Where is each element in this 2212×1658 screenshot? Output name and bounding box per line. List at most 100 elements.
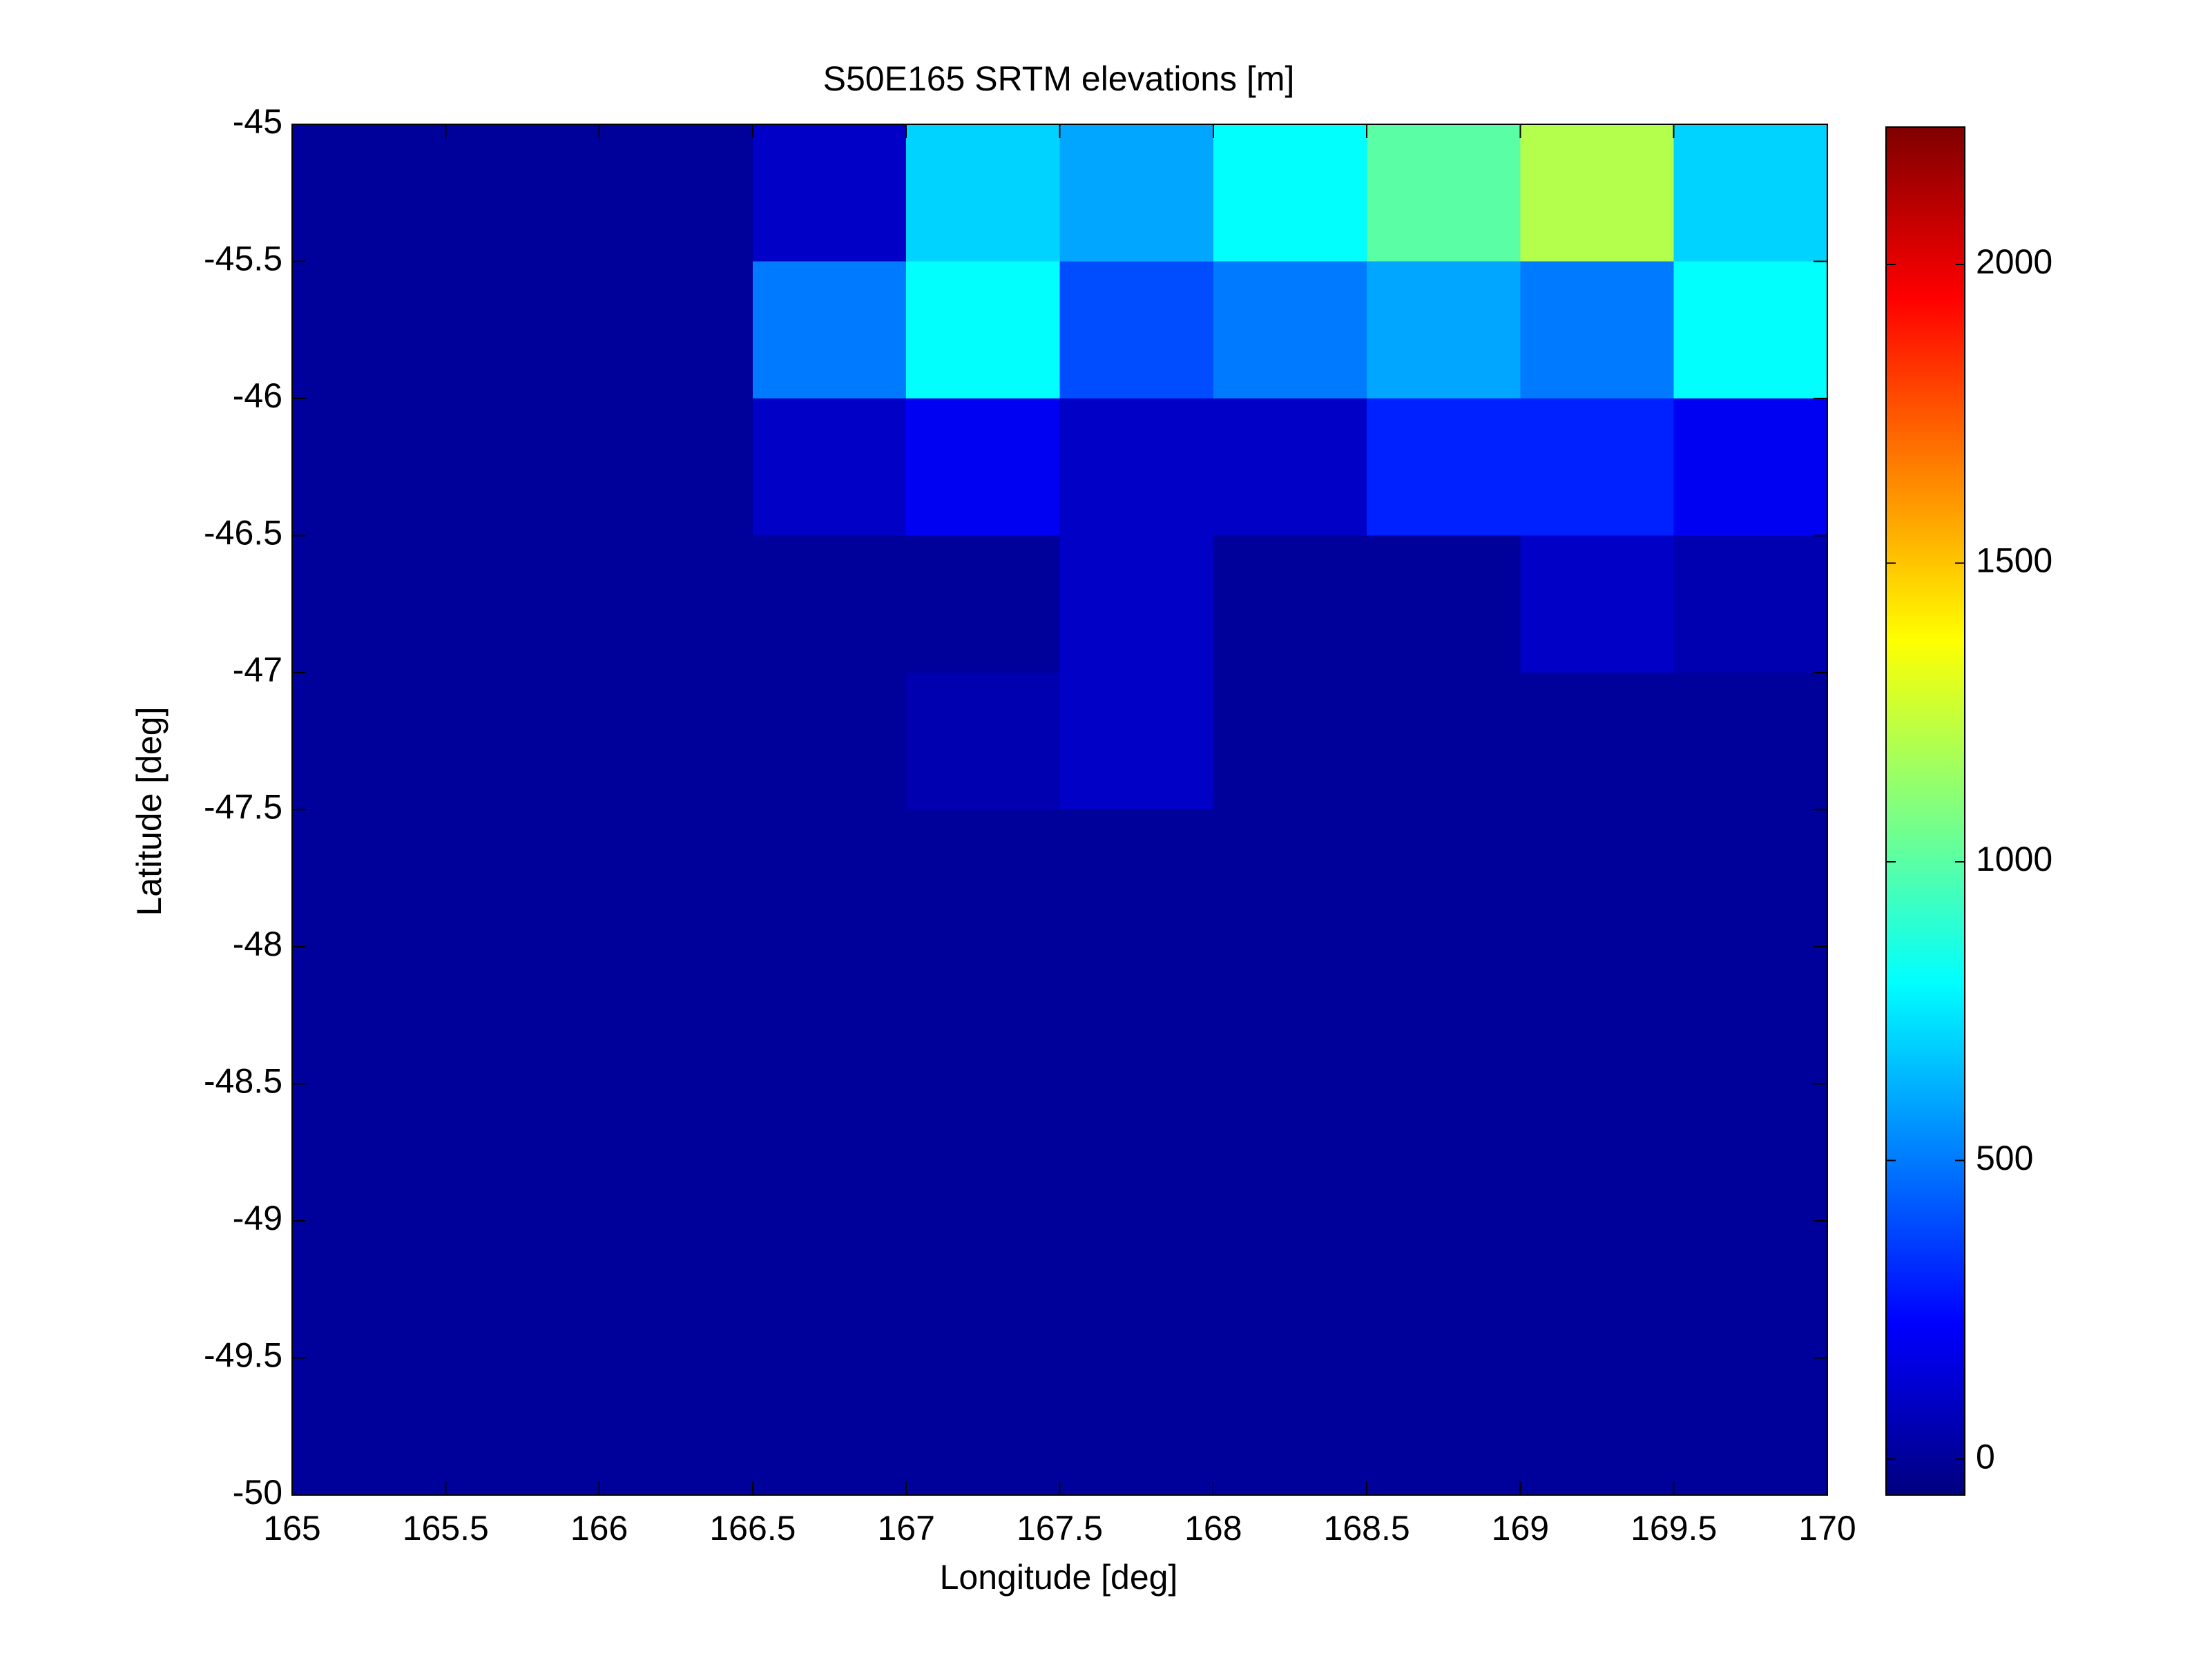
heatmap-cell <box>752 124 907 262</box>
heatmap-cell <box>906 535 1060 673</box>
heatmap-cell <box>292 809 446 947</box>
heatmap-cell <box>1520 1083 1675 1222</box>
heatmap-cell <box>1059 947 1214 1084</box>
heatmap-cell <box>752 947 907 1084</box>
heatmap-cell <box>292 398 446 536</box>
heatmap-cell <box>1520 1358 1675 1496</box>
heatmap-cell <box>445 535 600 673</box>
heatmap-cell <box>599 535 753 673</box>
heatmap-cell <box>1059 1358 1214 1496</box>
heatmap-cell <box>1367 809 1521 947</box>
heatmap-cell <box>1367 673 1521 810</box>
y-tick-label: -46 <box>233 376 282 415</box>
x-tick-label: 165.5 <box>403 1509 489 1548</box>
heatmap-cell <box>906 398 1060 536</box>
heatmap-cell <box>1673 1358 1828 1496</box>
heatmap-cell <box>599 398 753 536</box>
heatmap-cell <box>1367 1083 1521 1222</box>
y-tick-label: -48 <box>233 925 282 963</box>
heatmap-cell <box>1673 124 1828 262</box>
heatmap-cell <box>1673 261 1828 399</box>
heatmap-cell <box>292 1083 446 1222</box>
chart-title: S50E165 SRTM elevations [m] <box>823 59 1295 98</box>
y-tick-label: -47.5 <box>204 788 282 827</box>
heatmap-cell <box>599 1221 753 1358</box>
heatmap-cell <box>445 1221 600 1358</box>
heatmap-cell <box>445 1083 600 1222</box>
heatmap-cell <box>1673 673 1828 810</box>
heatmap-cell <box>1213 535 1367 673</box>
x-tick-label: 167.5 <box>1017 1509 1103 1548</box>
heatmap-cell <box>906 1083 1060 1222</box>
heatmap-cell <box>1213 1083 1367 1222</box>
heatmap-cell <box>906 809 1060 947</box>
heatmap-cell <box>906 673 1060 810</box>
colorbar-tick-label: 1000 <box>1976 840 2052 878</box>
heatmap-cell <box>752 1358 907 1496</box>
heatmap-cell <box>1673 1221 1828 1358</box>
x-tick-label: 168.5 <box>1324 1509 1410 1548</box>
heatmap-cell <box>1213 261 1367 399</box>
heatmap-cell <box>1213 1221 1367 1358</box>
heatmap-cell <box>445 673 600 810</box>
heatmap-cell <box>292 1221 446 1358</box>
heatmap-cell <box>1367 535 1521 673</box>
heatmap-cell <box>1367 124 1521 262</box>
heatmap-cell <box>1673 1083 1828 1222</box>
x-tick-label: 167 <box>877 1509 934 1548</box>
heatmap-cell <box>292 124 446 262</box>
heatmap-cell <box>752 535 907 673</box>
heatmap-cell <box>1213 124 1367 262</box>
y-tick-label: -49 <box>233 1199 282 1237</box>
heatmap-cell <box>1059 1083 1214 1222</box>
y-tick-label: -50 <box>233 1473 282 1512</box>
heatmap-cell <box>1673 535 1828 673</box>
heatmap-cell <box>1520 261 1675 399</box>
heatmap-cell <box>1059 673 1214 810</box>
heatmap-cell <box>445 398 600 536</box>
heatmap-cell <box>1520 947 1675 1084</box>
heatmap-cell <box>1520 124 1675 262</box>
heatmap-cell <box>1213 947 1367 1084</box>
y-tick-label: -49.5 <box>204 1336 282 1375</box>
heatmap-cell <box>1673 809 1828 947</box>
x-tick-label: 165 <box>263 1509 320 1548</box>
heatmap-cell <box>599 673 753 810</box>
heatmap-cell <box>445 124 600 262</box>
heatmap-cell <box>906 1221 1060 1358</box>
heatmap-cell <box>752 1083 907 1222</box>
heatmap-cell <box>752 1221 907 1358</box>
heatmap-cell <box>599 1083 753 1222</box>
y-axis-label: Latitude [deg] <box>130 706 169 916</box>
heatmap-cell <box>292 535 446 673</box>
heatmap-cell <box>1520 809 1675 947</box>
heatmap-cell <box>752 673 907 810</box>
heatmap-cell <box>1520 1221 1675 1358</box>
y-tick-label: -46.5 <box>204 514 282 552</box>
heatmap-cell <box>1213 673 1367 810</box>
heatmap-cell <box>292 673 446 810</box>
colorbar-tick-label: 500 <box>1976 1139 2033 1177</box>
heatmap-cell <box>599 261 753 399</box>
heatmap-cell <box>1673 398 1828 536</box>
heatmap-cell <box>1520 535 1675 673</box>
colorbar <box>1885 126 1965 1496</box>
heatmap-cell <box>1673 947 1828 1084</box>
heatmap-cell <box>1213 809 1367 947</box>
heatmap-cell <box>752 809 907 947</box>
heatmap-cell <box>906 124 1060 262</box>
x-tick-label: 169 <box>1492 1509 1549 1548</box>
heatmap-cell <box>1059 535 1214 673</box>
y-tick-label: -45.5 <box>204 240 282 278</box>
colorbar-tick-label: 2000 <box>1976 242 2052 281</box>
heatmap-cell <box>1059 1221 1214 1358</box>
heatmap-cell <box>1520 673 1675 810</box>
x-tick-label: 168 <box>1184 1509 1242 1548</box>
heatmap-cell <box>599 809 753 947</box>
colorbar-tick-label: 1500 <box>1976 541 2052 580</box>
y-tick-label: -45 <box>233 102 282 141</box>
heatmap-cell <box>752 398 907 536</box>
heatmap-cell <box>599 1358 753 1496</box>
heatmap-cell <box>1367 1358 1521 1496</box>
